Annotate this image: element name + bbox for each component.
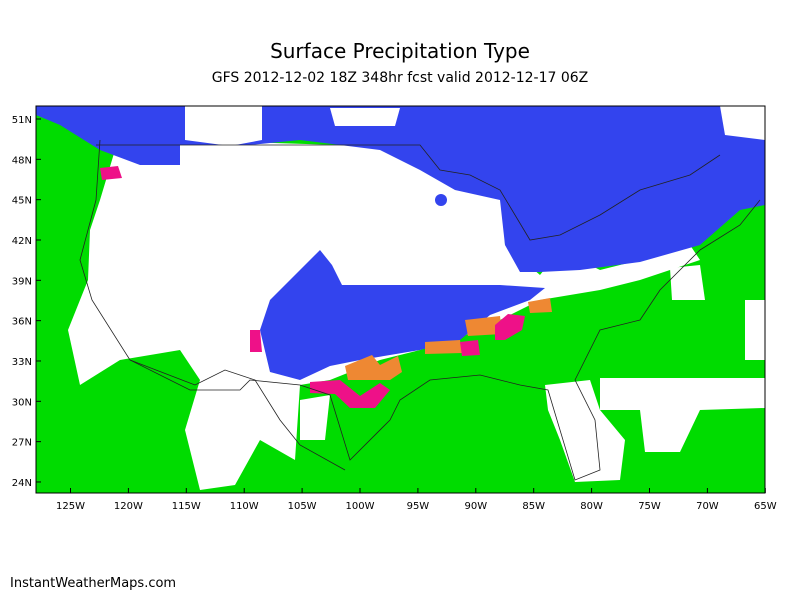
freezing-rain-area — [250, 330, 262, 352]
freezing-rain-area — [495, 314, 525, 340]
lon-label: 65W — [754, 501, 777, 512]
lat-label: 45N — [12, 196, 32, 207]
no-precip-area — [720, 106, 765, 140]
freezing-rain-area — [310, 380, 390, 408]
snow-area — [36, 106, 765, 272]
lon-label: 100W — [346, 501, 375, 512]
lon-label: 85W — [522, 501, 545, 512]
lat-label: 48N — [12, 155, 32, 166]
lon-label: 70W — [696, 501, 719, 512]
no-precip-area — [545, 380, 625, 482]
sleet-area — [465, 316, 502, 336]
lon-label: 90W — [464, 501, 487, 512]
lat-label: 24N — [12, 478, 32, 489]
freezing-rain-area — [100, 166, 122, 180]
lon-axis: 125W 120W 115W 110W 105W 100W 95W 90W 85W 80W 75W 7… — [56, 488, 777, 512]
map-frame — [35, 105, 766, 494]
border — [96, 144, 721, 241]
freezing-rain-area — [460, 340, 480, 356]
precip-field — [36, 106, 765, 493]
lon-label: 125W — [56, 501, 85, 512]
lon-label: 105W — [288, 501, 317, 512]
lat-axis: 51N 48N 45N 42N 39N 36N 33N 30N 27N 24N — [12, 115, 41, 489]
lat-label: 51N — [12, 115, 32, 126]
snow-area — [435, 194, 447, 206]
border — [129, 359, 346, 471]
no-precip-area — [330, 108, 400, 126]
lat-label: 30N — [12, 397, 32, 408]
no-precip-area — [745, 300, 765, 360]
no-precip-area — [600, 378, 765, 452]
lon-label: 75W — [638, 501, 661, 512]
lat-label: 33N — [12, 357, 32, 368]
no-precip-area — [670, 265, 705, 300]
no-precip-area — [185, 106, 262, 146]
no-precip-area — [300, 395, 330, 440]
sleet-area — [528, 298, 552, 313]
lon-label: 120W — [114, 501, 143, 512]
lat-label: 27N — [12, 438, 32, 449]
title: Surface Precipitation Type — [270, 39, 530, 63]
lon-label: 115W — [172, 501, 201, 512]
lat-label: 36N — [12, 317, 32, 328]
lat-label: 42N — [12, 236, 32, 247]
lon-label: 95W — [407, 501, 430, 512]
sleet-area — [345, 355, 402, 380]
sleet-area — [425, 340, 462, 354]
subtitle: GFS 2012-12-02 18Z 348hr fcst valid 2012… — [212, 70, 589, 86]
credit: InstantWeatherMaps.com — [10, 576, 176, 591]
lon-label: 80W — [580, 501, 603, 512]
coastline — [79, 139, 761, 481]
lon-label: 110W — [230, 501, 259, 512]
snow-area — [260, 250, 545, 380]
lat-label: 39N — [12, 276, 32, 287]
